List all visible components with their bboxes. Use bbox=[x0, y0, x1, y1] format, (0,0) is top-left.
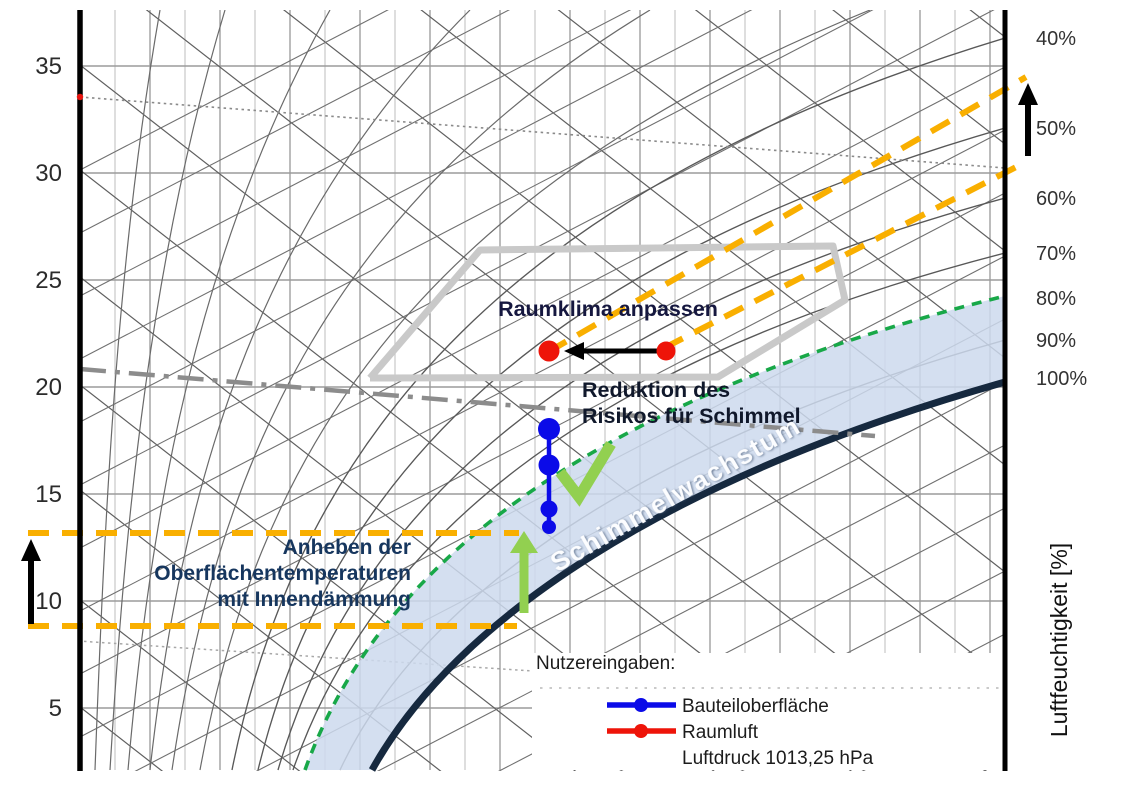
temp-tick-label: 15 bbox=[35, 481, 62, 508]
mold-band-lower-boundary-100pct bbox=[368, 378, 1006, 772]
annotation-reduktion-line1: Reduktion des bbox=[582, 378, 730, 402]
green-checkmark-icon bbox=[555, 441, 616, 507]
rh-tick-label: 70% bbox=[1036, 243, 1076, 265]
legend-backdrop bbox=[532, 653, 1005, 770]
legend-air-label: Raumluft bbox=[682, 722, 759, 743]
dashdot-reference-line bbox=[79, 366, 876, 439]
annotation-reduktion-line2: Risikos für Schimmel bbox=[582, 404, 801, 428]
orange-dashed-diagonal-upper bbox=[546, 74, 1028, 355]
annotation-anheben-line1: Anheben der bbox=[283, 536, 411, 559]
rh-tick-label: 60% bbox=[1036, 188, 1076, 210]
comfort-zone-polygon bbox=[367, 242, 849, 382]
temp-tick-label: 30 bbox=[35, 160, 62, 187]
rh-axis-title: Luftfeuchtigkeit [%] bbox=[1046, 543, 1072, 737]
rh-tick-label: 80% bbox=[1036, 288, 1076, 310]
mold-band-upper-boundary-80pct bbox=[303, 294, 1006, 771]
legend-surface-label: Bauteiloberfläche bbox=[682, 696, 829, 717]
raumluft-point-after bbox=[538, 340, 560, 362]
annotation-anheben-line2: Oberflächentemperaturen bbox=[154, 562, 411, 585]
legend-pressure-note: Luftdruck 1013,25 hPa bbox=[682, 748, 874, 769]
surface-point-1 bbox=[538, 418, 560, 440]
annotation-anheben-line3: mit Innendämmung bbox=[217, 588, 411, 611]
left-black-up-arrowhead-icon bbox=[21, 539, 41, 561]
legend-surface-dot-swatch bbox=[634, 698, 648, 712]
mold-band-fill bbox=[305, 296, 1005, 770]
temp-tick-label: 10 bbox=[35, 588, 62, 615]
surface-point-3 bbox=[540, 500, 558, 518]
rh-tick-label: 90% bbox=[1036, 330, 1076, 352]
green-up-arrowhead-icon bbox=[510, 531, 538, 553]
rh-tick-label: 100% bbox=[1036, 368, 1087, 390]
rh-tick-label: 50% bbox=[1036, 118, 1076, 140]
right-black-up-arrowhead-icon bbox=[1018, 83, 1038, 105]
temp-tick-label: 25 bbox=[35, 267, 62, 294]
legend-title: Nutzereingaben: bbox=[536, 653, 675, 674]
raumluft-point-before bbox=[656, 341, 676, 361]
annotation-raumklima: Raumklima anpassen bbox=[498, 297, 718, 321]
temp-tick-label: 35 bbox=[35, 53, 62, 80]
temp-tick-label: 20 bbox=[35, 374, 62, 401]
raumklima-arrowhead-icon bbox=[564, 342, 584, 360]
legend-air-dot-swatch bbox=[634, 724, 648, 738]
temp-tick-label: 5 bbox=[49, 695, 62, 722]
rh-tick-label: 40% bbox=[1036, 28, 1076, 50]
axis-tick-labels: 35 30 25 20 15 10 5 40% 50% 60% 70% 80% 90% 100% bbox=[35, 28, 1087, 722]
reference-line-origin-dot bbox=[76, 93, 84, 101]
surface-point-4 bbox=[542, 520, 556, 534]
surface-point-2 bbox=[538, 454, 560, 476]
